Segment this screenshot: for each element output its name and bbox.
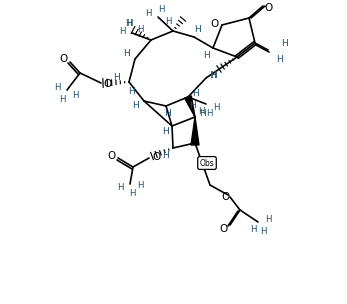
Text: Obs: Obs [200, 158, 214, 168]
Text: H: H [137, 181, 143, 191]
Text: H: H [72, 91, 78, 99]
Text: H: H [145, 9, 151, 19]
Text: H: H [195, 25, 201, 33]
Text: O: O [222, 192, 230, 202]
Polygon shape [191, 117, 199, 145]
Text: H: H [204, 51, 210, 60]
Text: H: H [206, 109, 212, 119]
Text: H: H [124, 50, 130, 58]
Text: H: H [137, 26, 143, 34]
Text: O: O [104, 79, 112, 89]
Text: H: H [213, 102, 219, 112]
Text: H: H [198, 108, 204, 116]
Text: H: H [119, 26, 125, 36]
Text: H: H [282, 40, 288, 49]
Text: H: H [200, 109, 206, 119]
Text: H: H [260, 227, 266, 237]
Text: H: H [113, 72, 120, 81]
Text: H: H [189, 101, 196, 109]
Text: H: H [211, 71, 217, 80]
Text: O: O [211, 19, 219, 29]
Text: H: H [133, 102, 139, 110]
Text: O: O [108, 151, 116, 161]
Text: H: H [117, 182, 123, 192]
Text: H: H [126, 19, 132, 29]
Text: O: O [153, 152, 161, 162]
Text: H: H [163, 151, 169, 161]
Text: H: H [59, 95, 65, 105]
Text: H: H [126, 19, 132, 29]
Polygon shape [185, 96, 195, 117]
Text: H: H [210, 71, 217, 80]
Text: H: H [193, 88, 200, 98]
Text: O: O [60, 54, 68, 64]
Text: H: H [163, 127, 169, 136]
Text: H: H [158, 5, 164, 13]
Text: H: H [129, 88, 135, 96]
Text: O: O [265, 3, 273, 13]
Text: H: H [265, 215, 271, 223]
Text: H: H [250, 226, 256, 234]
Text: H: H [164, 109, 171, 119]
Text: O: O [220, 224, 228, 234]
Text: H: H [129, 189, 135, 199]
Text: H: H [165, 18, 171, 26]
Text: H: H [277, 54, 283, 64]
Text: H: H [54, 82, 60, 92]
